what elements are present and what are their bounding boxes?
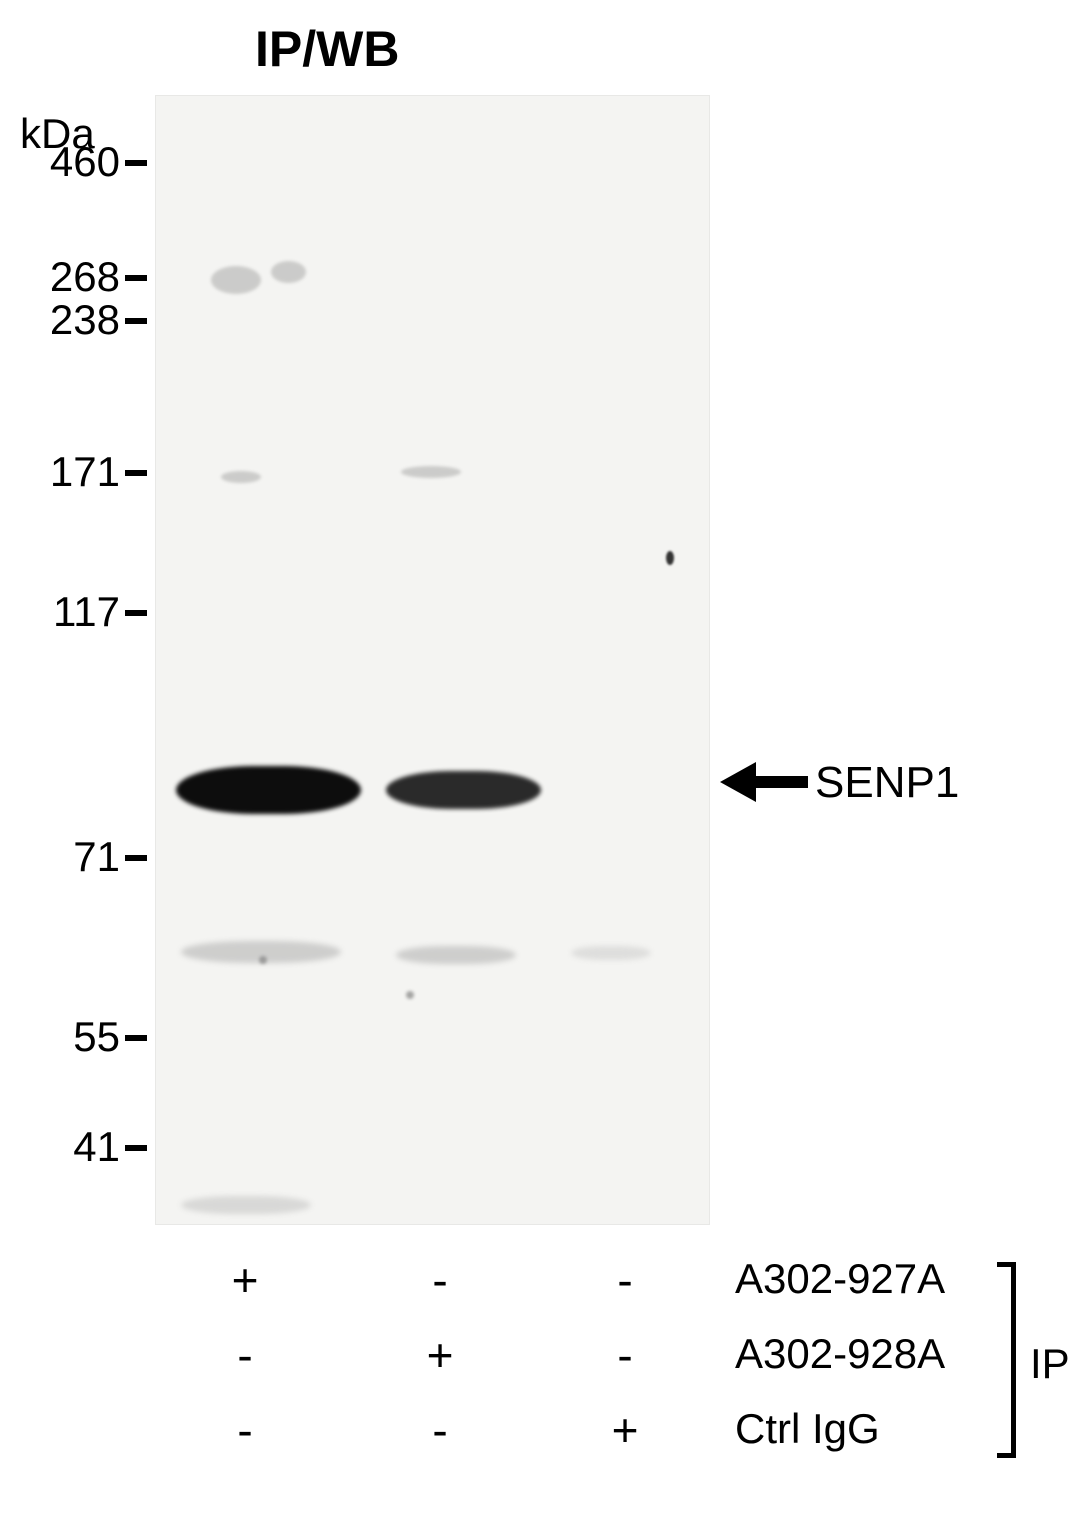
western-blot-figure: IP/WB kDa 460 268 238 171 117 71 55 41 (0, 0, 1080, 1517)
mw-marker-238: 238 (20, 296, 120, 344)
mw-marker-268: 268 (20, 253, 120, 301)
antibody-label-1: A302-927A (735, 1255, 945, 1303)
lane-symbol: - (225, 1328, 265, 1382)
speckle (271, 261, 306, 283)
mw-marker-117: 117 (20, 588, 120, 636)
lane-symbol: - (225, 1403, 265, 1457)
mw-marker-460: 460 (20, 138, 120, 186)
band-senp1-lane1 (176, 766, 361, 814)
lane-symbol: - (605, 1253, 645, 1307)
arrow-shaft (756, 776, 808, 788)
lane-symbol: - (420, 1403, 460, 1457)
ip-bracket-cap-top (997, 1262, 1011, 1267)
ip-label: IP (1030, 1340, 1070, 1388)
speckle (211, 266, 261, 294)
mw-tick (125, 1035, 147, 1041)
speckle (401, 466, 461, 478)
mw-marker-55: 55 (20, 1013, 120, 1061)
antibody-label-3: Ctrl IgG (735, 1405, 880, 1453)
mw-tick (125, 470, 147, 476)
faint-band-bottom (181, 1196, 311, 1214)
lane-symbol: + (225, 1253, 265, 1307)
antibody-label-2: A302-928A (735, 1330, 945, 1378)
arrow-head-icon (720, 762, 756, 802)
lane-symbol: + (605, 1403, 645, 1457)
lane-symbol: - (605, 1328, 645, 1382)
mw-tick (125, 855, 147, 861)
lane-symbol: + (420, 1328, 460, 1382)
blot-membrane (155, 95, 710, 1225)
mw-tick (125, 160, 147, 166)
figure-title: IP/WB (255, 20, 399, 78)
speckle (406, 991, 414, 999)
mw-tick (125, 318, 147, 324)
lane-symbol: - (420, 1253, 460, 1307)
mw-tick (125, 275, 147, 281)
faint-band-lane1 (181, 941, 341, 963)
mw-tick (125, 610, 147, 616)
artifact-spot (666, 551, 674, 565)
mw-marker-71: 71 (20, 833, 120, 881)
speckle (221, 471, 261, 483)
ip-bracket-vertical (1011, 1262, 1016, 1458)
mw-tick (125, 1145, 147, 1151)
faint-band-lane3 (571, 946, 651, 960)
faint-band-lane2 (396, 946, 516, 964)
mw-marker-41: 41 (20, 1123, 120, 1171)
protein-label: SENP1 (815, 758, 959, 808)
ip-bracket-cap-bottom (997, 1453, 1011, 1458)
band-senp1-lane2 (386, 771, 541, 809)
mw-marker-171: 171 (20, 448, 120, 496)
